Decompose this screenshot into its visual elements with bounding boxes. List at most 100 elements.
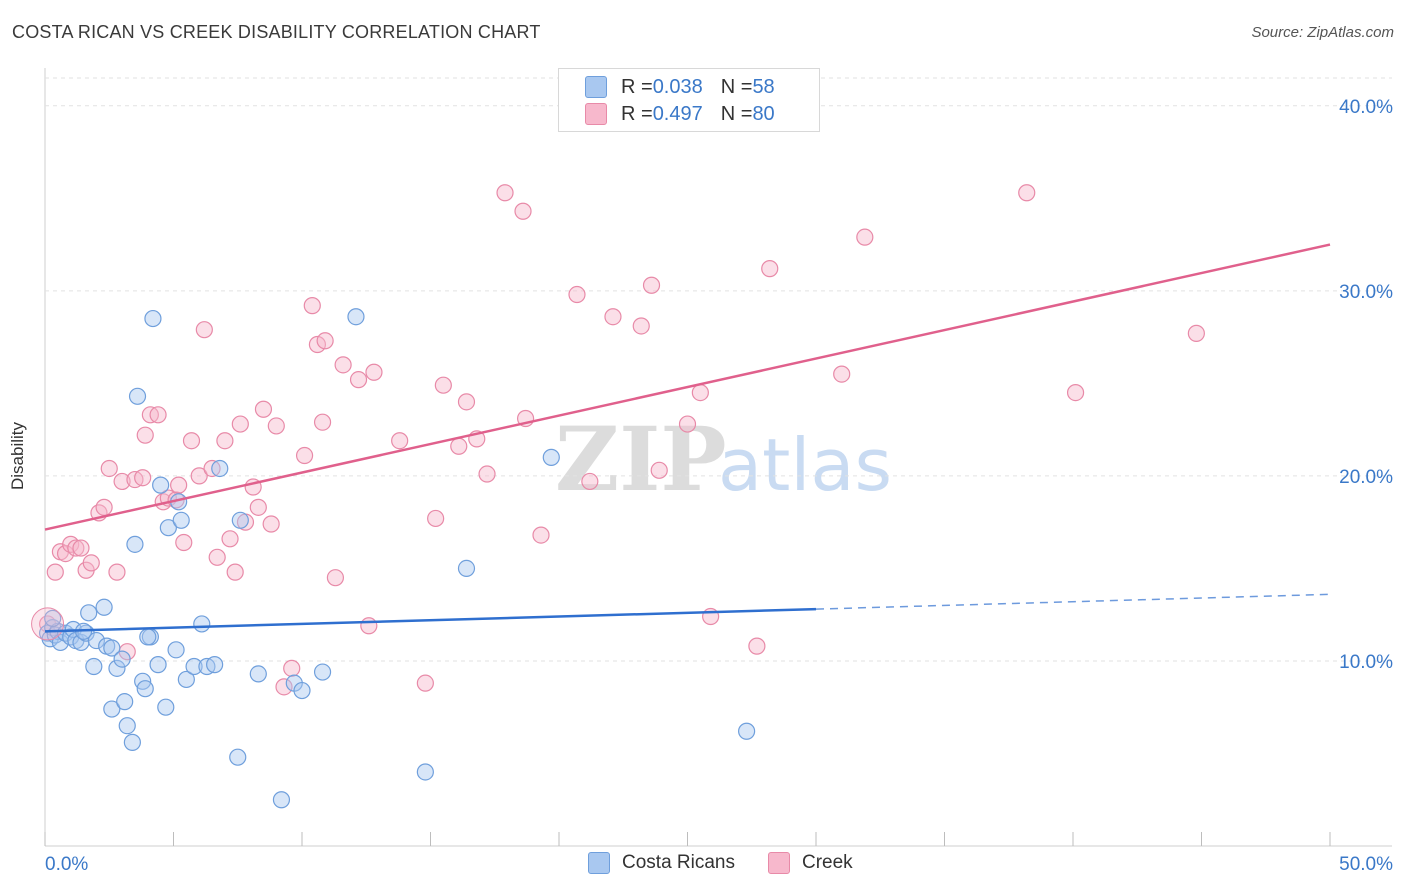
creek-point	[581, 472, 599, 491]
creek-point	[195, 321, 213, 339]
creek-point	[254, 400, 273, 418]
costa-ricans-point	[123, 733, 141, 751]
costa-ricans-point	[136, 680, 154, 698]
creek-point	[275, 678, 293, 696]
costa-ricans-point	[185, 657, 203, 676]
creek-point	[833, 365, 851, 383]
source-note: Source: ZipAtlas.com	[1251, 24, 1394, 41]
costa-ricans-point	[85, 657, 103, 676]
costa-ricans-point	[126, 535, 144, 553]
creek-point	[496, 184, 514, 202]
legend-label-costa-ricans: Costa Ricans	[622, 852, 735, 873]
n-label: N =	[720, 75, 753, 98]
creek-point	[748, 637, 766, 655]
creek-point	[326, 569, 345, 587]
costa-ricans-point	[231, 511, 249, 529]
creek-point	[532, 526, 550, 544]
creek-point	[568, 285, 586, 304]
costa-ricans-point	[103, 639, 121, 657]
creek-point	[642, 276, 661, 294]
creek-point	[360, 617, 378, 635]
watermark-zip: ZIP	[555, 407, 727, 511]
legend-item-creek[interactable]: Creek	[768, 852, 853, 874]
creek-point	[365, 363, 383, 381]
creek-point	[267, 417, 285, 435]
y-tick-label: 30.0%	[1339, 282, 1393, 303]
creek-point	[632, 317, 650, 335]
costa-ricans-point	[293, 681, 311, 700]
creek-point	[316, 332, 334, 350]
creek-point	[95, 498, 113, 516]
creek-point	[136, 426, 154, 444]
n-value: 80	[752, 102, 775, 125]
creek-point	[427, 509, 445, 528]
costa-ricans-point	[167, 641, 185, 659]
watermark-atlas: atlas	[718, 423, 892, 507]
creek-point	[303, 297, 321, 315]
creek-point	[349, 371, 368, 389]
costa-ricans-point	[113, 650, 131, 668]
y-tick-label: 20.0%	[1339, 467, 1393, 488]
stats-legend: R = 0.038 N = 58 R = 0.497 N = 80	[558, 68, 820, 132]
costa-ricans-point	[80, 604, 98, 622]
costa-ricans-point	[193, 615, 211, 633]
creek-point	[391, 432, 409, 450]
creek-point	[56, 545, 75, 563]
costa-ricans-point	[44, 609, 62, 627]
creek-point	[262, 515, 280, 533]
creek-point	[100, 459, 118, 478]
legend-label-creek: Creek	[802, 852, 853, 873]
creek-point	[761, 260, 779, 278]
creek-point	[149, 406, 167, 424]
costa-ricans-point	[249, 665, 267, 683]
costa-ricans-swatch	[585, 76, 607, 98]
costa-ricans-point	[738, 722, 756, 740]
costa-ricans-point	[149, 656, 167, 674]
creek-point	[113, 472, 131, 491]
costa-ricans-point	[157, 698, 175, 716]
costa-ricans-point	[177, 670, 195, 689]
costa-ricans-point	[272, 791, 291, 809]
costa-ricans-point	[152, 476, 170, 494]
y-tick-label: 40.0%	[1339, 97, 1393, 118]
creek-swatch	[768, 852, 790, 874]
creek-point	[82, 554, 100, 572]
creek-point	[514, 202, 532, 220]
creek-point	[478, 465, 496, 483]
n-value: 58	[752, 75, 775, 98]
stats-legend-row-creek: R = 0.497 N = 80	[585, 102, 775, 126]
creek-point	[416, 674, 434, 692]
creek-point	[134, 469, 152, 487]
costa-ricans-point	[95, 598, 113, 616]
costa-ricans-point	[116, 693, 134, 711]
x-tick-label: 0.0%	[45, 854, 88, 875]
series-legend: Costa Ricans Creek	[0, 852, 1406, 878]
legend-item-costa-ricans[interactable]: Costa Ricans	[588, 852, 735, 874]
creek-point	[221, 530, 239, 548]
creek-point-cluster	[31, 607, 65, 641]
creek-point	[283, 659, 301, 677]
costa-ricans-point	[103, 700, 121, 718]
costa-ricans-point	[159, 519, 177, 537]
chart-title: COSTA RICAN VS CREEK DISABILITY CORRELAT…	[12, 22, 541, 42]
creek-point	[604, 308, 622, 326]
creek-point	[108, 563, 126, 581]
creek-point	[434, 376, 452, 394]
costa-ricans-point	[172, 511, 190, 529]
costa-ricans-point	[457, 559, 476, 578]
r-label: R =	[621, 75, 653, 98]
costa-ricans-point	[108, 659, 126, 677]
costa-ricans-point	[206, 656, 224, 674]
y-tick-label: 10.0%	[1339, 652, 1393, 673]
creek-point	[226, 563, 244, 581]
creek-point	[457, 393, 476, 411]
costa-ricans-point	[416, 763, 434, 781]
creek-point	[72, 539, 90, 557]
costa-ricans-point	[139, 628, 157, 646]
x-tick-label: 50.0%	[1339, 854, 1393, 875]
creek-point	[856, 228, 874, 246]
n-label: N =	[720, 102, 753, 125]
creek-point	[190, 467, 208, 485]
costa-ricans-point	[211, 459, 229, 478]
creek-point	[450, 437, 468, 455]
